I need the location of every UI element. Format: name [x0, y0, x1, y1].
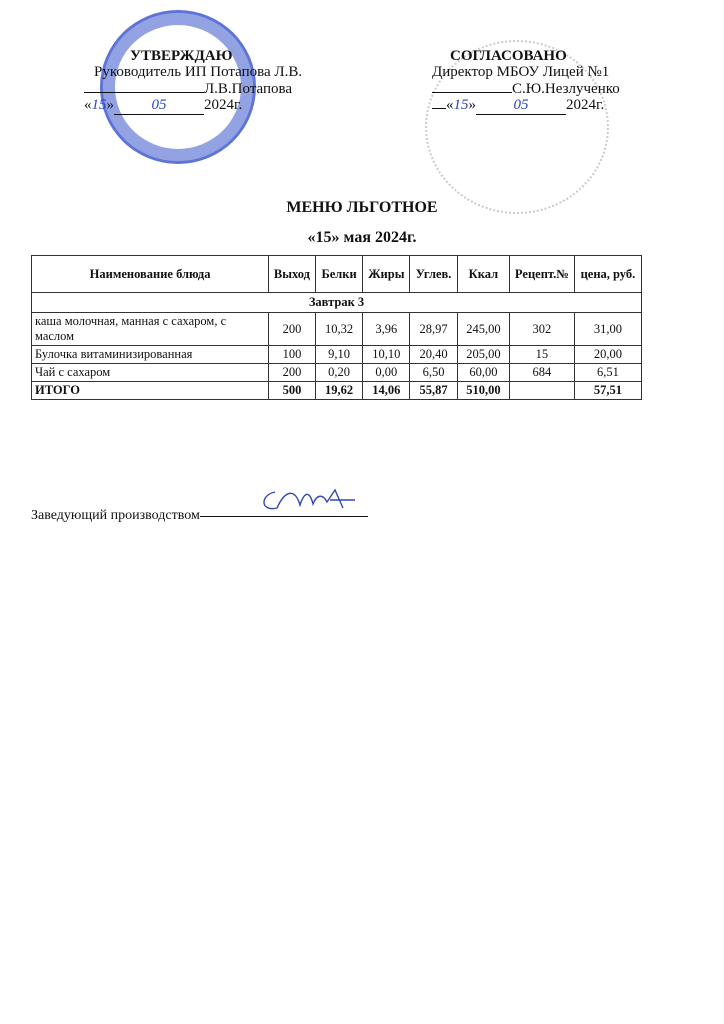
cell-value: 20,40	[409, 345, 458, 364]
approved-date-month: 05	[114, 97, 204, 115]
approved-signer: Л.В.Потапова	[204, 81, 293, 97]
approved-date: «15» 05 2024г.	[84, 97, 243, 115]
cell-value: 200	[268, 312, 316, 346]
table-row: Чай с сахаром 200 0,20 0,00 6,50 60,00 684 6,51	[30, 363, 643, 382]
cell-value: 31,00	[573, 312, 643, 346]
cell-value: 3,96	[362, 312, 411, 346]
total-label: ИТОГО	[30, 381, 270, 400]
cell-value: 10,32	[314, 312, 364, 346]
dish-name: каша молочная, манная с сахаром, с масло…	[30, 312, 270, 346]
menu-table: Наименование блюда Выход Белки Жиры Угле…	[30, 255, 643, 400]
cell-value: 9,10	[314, 345, 364, 364]
cell-value: 100	[268, 345, 316, 364]
total-value: 19,62	[314, 381, 364, 400]
cell-value: 0,00	[362, 363, 411, 382]
cell-value: 6,50	[409, 363, 458, 382]
table-row: каша молочная, манная с сахаром, с масло…	[30, 312, 643, 346]
cell-value: 245,00	[456, 312, 510, 346]
total-row: ИТОГО 500 19,62 14,06 55,87 510,00 57,51	[30, 381, 643, 400]
cell-value: 15	[508, 345, 575, 364]
agreed-date: «15» 05 2024г.	[432, 97, 604, 115]
approved-date-day: 15	[91, 97, 107, 113]
cell-value: 10,10	[362, 345, 411, 364]
col-header: Углев.	[409, 255, 458, 293]
footer-label: Заведующий производством	[31, 508, 200, 523]
section-title: Завтрак 3	[31, 292, 642, 313]
agreed-date-month: 05	[476, 97, 566, 115]
total-value: 55,87	[409, 381, 458, 400]
approved-signature-line: Л.В.Потапова	[84, 81, 292, 98]
col-header: Белки	[314, 255, 364, 293]
total-value: 500	[268, 381, 316, 400]
cell-value: 205,00	[456, 345, 510, 364]
col-header: Выход	[268, 255, 316, 293]
faded-seal-stamp	[425, 40, 609, 214]
table-row: Булочка витаминизированная 100 9,10 10,10 20…	[30, 345, 643, 364]
col-header: Рецепт.№	[508, 255, 575, 293]
agreed-position: Директор МБОУ Лицей №1	[432, 64, 610, 80]
total-value: 14,06	[362, 381, 411, 400]
col-header: цена, руб.	[573, 255, 643, 293]
col-header: Жиры	[362, 255, 411, 293]
dish-name: Чай с сахаром	[30, 363, 270, 382]
cell-value: 0,20	[314, 363, 364, 382]
page-title: МЕНЮ ЛЬГОТНОЕ	[286, 199, 438, 216]
approved-heading: УТВЕРЖДАЮ	[130, 48, 233, 64]
section-row: Завтрак 3	[31, 292, 642, 313]
total-value: 57,51	[573, 381, 643, 400]
footer-signature: Заведующий производством	[31, 508, 368, 524]
col-header: Наименование блюда	[30, 255, 270, 293]
seal-stamp	[100, 10, 256, 164]
approved-position: Руководитель ИП Потапова Л.В.	[94, 64, 303, 80]
dish-name: Булочка витаминизированная	[30, 345, 270, 364]
cell-value: 6,51	[573, 363, 643, 382]
cell-value: 684	[508, 363, 575, 382]
cell-value: 60,00	[456, 363, 510, 382]
approved-date-year: 2024г.	[204, 97, 243, 113]
cell-value: 20,00	[573, 345, 643, 364]
agreed-date-year: 2024г.	[566, 97, 605, 113]
total-value	[508, 381, 575, 400]
col-header: Ккал	[456, 255, 510, 293]
agreed-signer: С.Ю.Незлученко	[512, 81, 620, 97]
agreed-signature-line: С.Ю.Незлученко	[432, 81, 620, 98]
cell-value: 302	[508, 312, 575, 346]
table-header-row: Наименование блюда Выход Белки Жиры Угле…	[30, 255, 643, 293]
handwritten-signature	[263, 488, 355, 510]
total-value: 510,00	[456, 381, 510, 400]
menu-date: «15» мая 2024г.	[307, 229, 417, 246]
cell-value: 28,97	[409, 312, 458, 346]
agreed-date-day: 15	[453, 97, 469, 113]
agreed-heading: СОГЛАСОВАНО	[450, 48, 567, 64]
cell-value: 200	[268, 363, 316, 382]
